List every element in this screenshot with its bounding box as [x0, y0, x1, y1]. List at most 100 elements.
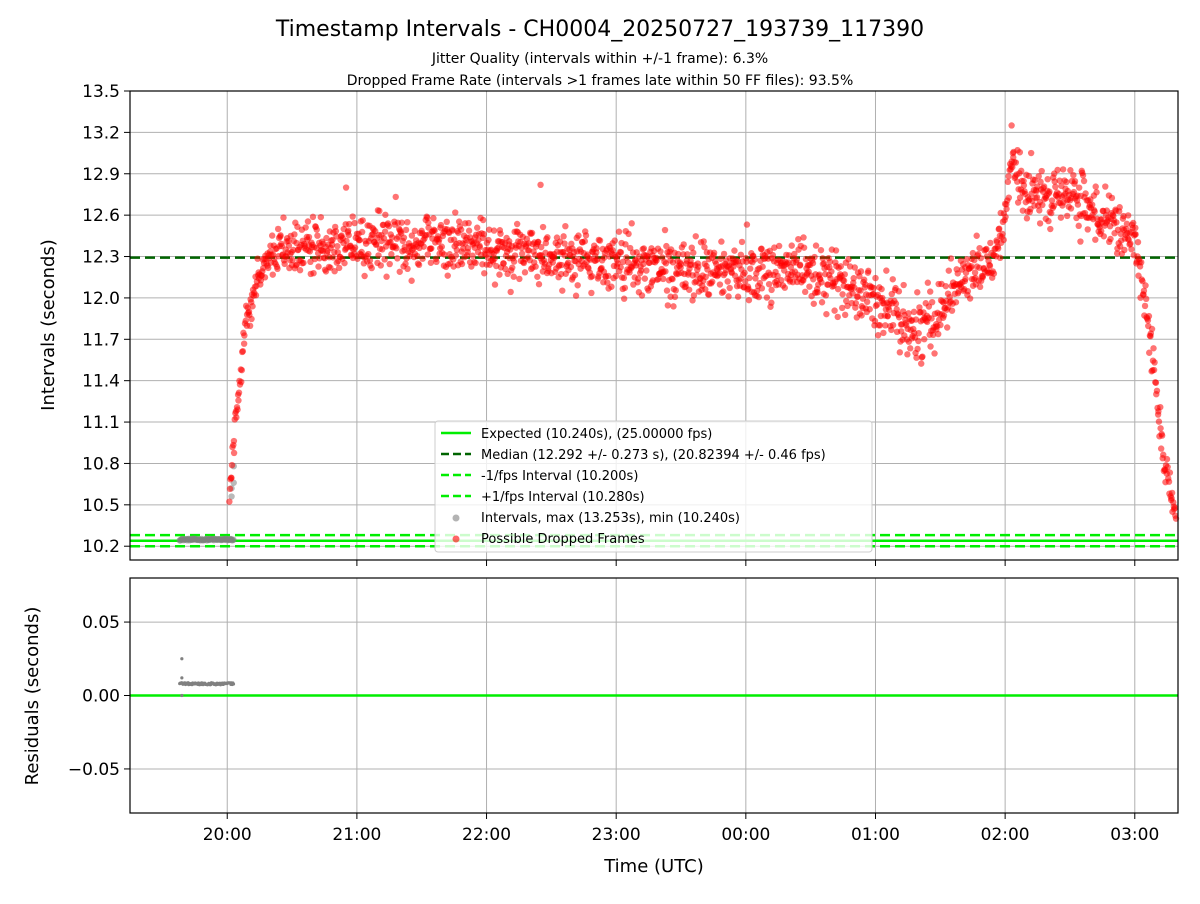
dropped-frame-point	[791, 250, 798, 258]
dropped-frame-point	[927, 343, 934, 350]
dropped-frame-point	[452, 252, 460, 259]
legend-intervals-marker	[452, 514, 460, 522]
dropped-frame-point	[1005, 194, 1013, 201]
dropped-frame-point	[1038, 167, 1045, 175]
dropped-frame-point	[635, 275, 642, 282]
dropped-frame-point	[567, 263, 575, 271]
dropped-frame-point	[660, 275, 667, 283]
dropped-frame-point	[310, 269, 317, 277]
dropped-frame-point	[690, 292, 698, 299]
dropped-frame-point	[663, 242, 670, 250]
residuals-panel: −0.05 0.00 0.05 20:00 21:00 22:00 23:00 00:00 0…	[22, 577, 1179, 877]
dropped-frame-point	[977, 254, 984, 262]
dropped-frame-point	[924, 279, 932, 286]
dropped-frame-point	[561, 252, 568, 259]
dropped-frame-point	[1082, 190, 1089, 197]
dropped-frame-point	[940, 312, 948, 319]
dropped-frame-point	[1142, 282, 1149, 289]
dropped-frame-point	[491, 255, 498, 262]
dropped-frame-point	[285, 237, 292, 245]
dropped-frame-point	[661, 226, 669, 234]
dropped-frame-point	[861, 276, 868, 283]
dropped-frame-point	[810, 276, 817, 283]
dropped-frame-point	[1166, 469, 1174, 476]
dropped-frame-point	[638, 292, 646, 299]
dropped-frame-point	[400, 234, 408, 241]
dropped-frame-point	[376, 207, 383, 215]
dropped-frame-point	[365, 250, 372, 258]
dropped-frame-point	[280, 214, 287, 221]
intervals-y-tick-label: 11.1	[82, 413, 120, 433]
dropped-frame-point	[1092, 236, 1099, 243]
dropped-frame-point	[1012, 159, 1020, 166]
dropped-frame-point	[788, 242, 795, 249]
dropped-frame-point	[885, 306, 893, 314]
dropped-frame-point	[441, 251, 448, 258]
dropped-frame-point	[832, 247, 840, 254]
dropped-frame-point	[274, 265, 281, 273]
dropped-frame-point	[241, 332, 248, 339]
dropped-frame-point	[393, 245, 400, 252]
residual-point	[180, 657, 184, 661]
dropped-frame-point	[1054, 166, 1061, 174]
dropped-frame-point	[551, 254, 558, 261]
dropped-frame-point	[345, 220, 353, 228]
dropped-frame-point	[1016, 149, 1024, 156]
dropped-frame-point	[709, 278, 716, 285]
dropped-frame-point	[575, 232, 582, 239]
dropped-frame-point	[809, 259, 817, 267]
dropped-frame-point	[411, 227, 419, 235]
dropped-frame-point	[775, 242, 783, 250]
dropped-frame-point	[781, 284, 789, 291]
dropped-frame-point	[1009, 163, 1016, 171]
dropped-frame-point	[915, 337, 922, 345]
dropped-frame-point	[801, 288, 809, 296]
dropped-frame-point	[331, 268, 338, 275]
dropped-frame-point	[291, 231, 298, 238]
dropped-frame-point	[1091, 208, 1098, 215]
intervals-y-ticks: 10.2 10.5 10.8 11.1 11.4 11.7 12.0 12.3 12.6 12.9…	[82, 82, 130, 557]
dropped-frame-point	[669, 275, 676, 283]
dropped-frame-point	[689, 297, 696, 304]
dropped-frame-point	[510, 273, 517, 280]
dropped-frame-point	[382, 211, 389, 218]
dropped-frame-point	[335, 264, 343, 272]
dropped-frame-point	[449, 227, 456, 234]
dropped-frame-point	[414, 252, 421, 260]
dropped-frame-point	[826, 258, 834, 265]
dropped-frame-point	[879, 294, 886, 302]
dropped-frame-point	[619, 258, 627, 266]
dropped-frame-point	[465, 227, 473, 234]
dropped-frame-point	[963, 256, 970, 263]
dropped-frame-point	[795, 235, 802, 243]
dropped-frame-point	[581, 238, 589, 245]
dropped-frame-point	[871, 317, 879, 325]
intervals-panel: 10.2 10.5 10.8 11.1 11.4 11.7 12.0 12.3 12.6 12.9…	[38, 82, 1180, 566]
dropped-frame-point	[1141, 302, 1149, 310]
dropped-frame-point	[889, 321, 897, 329]
dropped-frame-point	[672, 287, 679, 294]
legend-dropped-marker	[452, 535, 460, 543]
interval-point	[228, 493, 235, 500]
dropped-frame-point	[457, 226, 465, 233]
dropped-frame-point	[905, 310, 912, 317]
dropped-frame-point	[1047, 209, 1055, 217]
dropped-frame-point	[1108, 194, 1116, 202]
dropped-frame-point	[1157, 403, 1164, 411]
dropped-frame-point	[528, 229, 536, 237]
dropped-frame-point	[880, 329, 887, 337]
dropped-frame-point	[1163, 455, 1171, 463]
dropped-frame-point	[907, 345, 914, 352]
dropped-frame-point	[931, 350, 938, 357]
dropped-frame-point	[444, 272, 451, 279]
dropped-frame-point	[866, 306, 873, 313]
dropped-frame-point	[878, 285, 885, 293]
dropped-frame-point	[971, 269, 979, 276]
dropped-frame-point	[874, 332, 882, 339]
dropped-frame-point	[904, 351, 911, 358]
dropped-frame-point	[612, 272, 620, 280]
legend-dropped-label: Possible Dropped Frames	[481, 532, 645, 547]
dropped-frame-point	[300, 259, 307, 267]
dropped-frame-point	[655, 275, 662, 283]
